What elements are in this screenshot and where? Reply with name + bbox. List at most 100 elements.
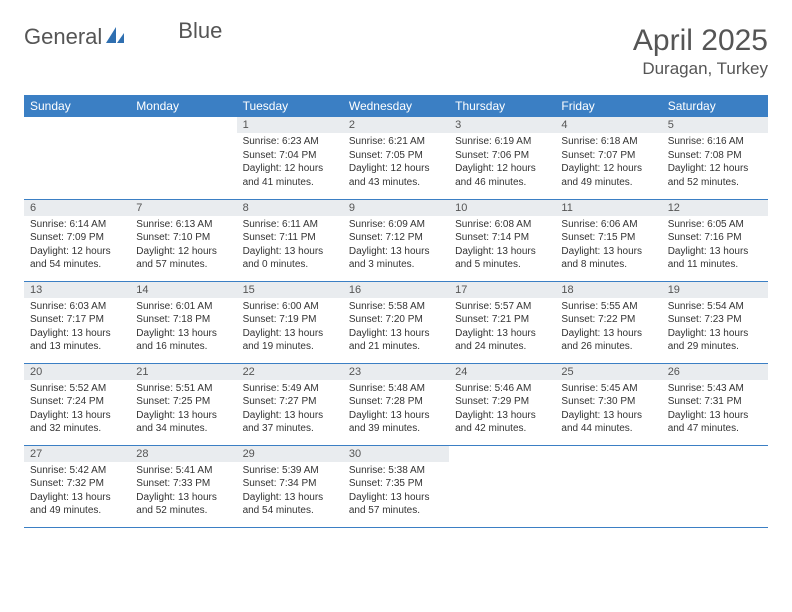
calendar-day-cell: 6Sunrise: 6:14 AMSunset: 7:09 PMDaylight… <box>24 199 130 281</box>
sunset-text: Sunset: 7:06 PM <box>455 149 549 163</box>
sunrise-text: Sunrise: 5:42 AM <box>30 464 124 478</box>
calendar-day-cell: 15Sunrise: 6:00 AMSunset: 7:19 PMDayligh… <box>237 281 343 363</box>
day-number: 23 <box>343 364 449 380</box>
weekday-header-row: Sunday Monday Tuesday Wednesday Thursday… <box>24 95 768 117</box>
calendar-week-row: 6Sunrise: 6:14 AMSunset: 7:09 PMDaylight… <box>24 199 768 281</box>
calendar-day-cell: 24Sunrise: 5:46 AMSunset: 7:29 PMDayligh… <box>449 363 555 445</box>
day-details: Sunrise: 5:45 AMSunset: 7:30 PMDaylight:… <box>555 380 661 440</box>
day-number: 8 <box>237 200 343 216</box>
sunset-text: Sunset: 7:22 PM <box>561 313 655 327</box>
day-details: Sunrise: 5:51 AMSunset: 7:25 PMDaylight:… <box>130 380 236 440</box>
day-number: 28 <box>130 446 236 462</box>
calendar-day-cell: 7Sunrise: 6:13 AMSunset: 7:10 PMDaylight… <box>130 199 236 281</box>
day-number: 27 <box>24 446 130 462</box>
sunrise-text: Sunrise: 6:21 AM <box>349 135 443 149</box>
calendar-day-cell: 10Sunrise: 6:08 AMSunset: 7:14 PMDayligh… <box>449 199 555 281</box>
sunrise-text: Sunrise: 5:43 AM <box>668 382 762 396</box>
logo-text-b: Blue <box>178 18 222 44</box>
day-details: Sunrise: 6:19 AMSunset: 7:06 PMDaylight:… <box>449 133 555 193</box>
day-number: 6 <box>24 200 130 216</box>
sunset-text: Sunset: 7:31 PM <box>668 395 762 409</box>
calendar-week-row: 20Sunrise: 5:52 AMSunset: 7:24 PMDayligh… <box>24 363 768 445</box>
daylight-text: Daylight: 13 hours and 47 minutes. <box>668 409 762 436</box>
day-details: Sunrise: 5:58 AMSunset: 7:20 PMDaylight:… <box>343 298 449 358</box>
sunrise-text: Sunrise: 5:57 AM <box>455 300 549 314</box>
sunrise-text: Sunrise: 6:14 AM <box>30 218 124 232</box>
calendar-day-cell: 27Sunrise: 5:42 AMSunset: 7:32 PMDayligh… <box>24 445 130 527</box>
daylight-text: Daylight: 13 hours and 37 minutes. <box>243 409 337 436</box>
calendar-day-cell: 23Sunrise: 5:48 AMSunset: 7:28 PMDayligh… <box>343 363 449 445</box>
sunrise-text: Sunrise: 5:54 AM <box>668 300 762 314</box>
day-details: Sunrise: 5:42 AMSunset: 7:32 PMDaylight:… <box>24 462 130 522</box>
calendar-day-cell: 1Sunrise: 6:23 AMSunset: 7:04 PMDaylight… <box>237 117 343 199</box>
sunset-text: Sunset: 7:09 PM <box>30 231 124 245</box>
daylight-text: Daylight: 13 hours and 57 minutes. <box>349 491 443 518</box>
calendar-day-cell: 28Sunrise: 5:41 AMSunset: 7:33 PMDayligh… <box>130 445 236 527</box>
daylight-text: Daylight: 13 hours and 34 minutes. <box>136 409 230 436</box>
day-number: 22 <box>237 364 343 380</box>
sunrise-text: Sunrise: 5:55 AM <box>561 300 655 314</box>
calendar-day-cell: 30Sunrise: 5:38 AMSunset: 7:35 PMDayligh… <box>343 445 449 527</box>
calendar-week-row: 27Sunrise: 5:42 AMSunset: 7:32 PMDayligh… <box>24 445 768 527</box>
day-details: Sunrise: 6:13 AMSunset: 7:10 PMDaylight:… <box>130 216 236 276</box>
calendar-day-cell: 17Sunrise: 5:57 AMSunset: 7:21 PMDayligh… <box>449 281 555 363</box>
day-details: Sunrise: 6:16 AMSunset: 7:08 PMDaylight:… <box>662 133 768 193</box>
daylight-text: Daylight: 12 hours and 41 minutes. <box>243 162 337 189</box>
daylight-text: Daylight: 13 hours and 11 minutes. <box>668 245 762 272</box>
day-number: 15 <box>237 282 343 298</box>
day-number: 29 <box>237 446 343 462</box>
calendar-day-cell <box>555 445 661 527</box>
calendar-day-cell: 26Sunrise: 5:43 AMSunset: 7:31 PMDayligh… <box>662 363 768 445</box>
daylight-text: Daylight: 13 hours and 49 minutes. <box>30 491 124 518</box>
calendar-day-cell: 14Sunrise: 6:01 AMSunset: 7:18 PMDayligh… <box>130 281 236 363</box>
weekday-header: Monday <box>130 95 236 117</box>
sunrise-text: Sunrise: 6:18 AM <box>561 135 655 149</box>
day-details: Sunrise: 5:48 AMSunset: 7:28 PMDaylight:… <box>343 380 449 440</box>
calendar-day-cell: 12Sunrise: 6:05 AMSunset: 7:16 PMDayligh… <box>662 199 768 281</box>
day-number: 25 <box>555 364 661 380</box>
sunset-text: Sunset: 7:08 PM <box>668 149 762 163</box>
logo: General Blue <box>24 24 222 50</box>
logo-sail-icon <box>104 25 126 50</box>
sunset-text: Sunset: 7:14 PM <box>455 231 549 245</box>
day-details: Sunrise: 6:11 AMSunset: 7:11 PMDaylight:… <box>237 216 343 276</box>
sunset-text: Sunset: 7:10 PM <box>136 231 230 245</box>
daylight-text: Daylight: 13 hours and 29 minutes. <box>668 327 762 354</box>
calendar-day-cell: 4Sunrise: 6:18 AMSunset: 7:07 PMDaylight… <box>555 117 661 199</box>
calendar-day-cell: 13Sunrise: 6:03 AMSunset: 7:17 PMDayligh… <box>24 281 130 363</box>
calendar-day-cell: 19Sunrise: 5:54 AMSunset: 7:23 PMDayligh… <box>662 281 768 363</box>
calendar-day-cell: 20Sunrise: 5:52 AMSunset: 7:24 PMDayligh… <box>24 363 130 445</box>
weekday-header: Wednesday <box>343 95 449 117</box>
calendar-table: Sunday Monday Tuesday Wednesday Thursday… <box>24 95 768 528</box>
sunset-text: Sunset: 7:24 PM <box>30 395 124 409</box>
day-number: 16 <box>343 282 449 298</box>
day-details: Sunrise: 6:08 AMSunset: 7:14 PMDaylight:… <box>449 216 555 276</box>
sunrise-text: Sunrise: 5:51 AM <box>136 382 230 396</box>
calendar-day-cell <box>130 117 236 199</box>
calendar-day-cell: 5Sunrise: 6:16 AMSunset: 7:08 PMDaylight… <box>662 117 768 199</box>
day-details: Sunrise: 5:55 AMSunset: 7:22 PMDaylight:… <box>555 298 661 358</box>
calendar-day-cell: 3Sunrise: 6:19 AMSunset: 7:06 PMDaylight… <box>449 117 555 199</box>
sunset-text: Sunset: 7:21 PM <box>455 313 549 327</box>
daylight-text: Daylight: 12 hours and 49 minutes. <box>561 162 655 189</box>
day-details: Sunrise: 6:18 AMSunset: 7:07 PMDaylight:… <box>555 133 661 193</box>
sunset-text: Sunset: 7:15 PM <box>561 231 655 245</box>
calendar-week-row: 1Sunrise: 6:23 AMSunset: 7:04 PMDaylight… <box>24 117 768 199</box>
sunrise-text: Sunrise: 5:38 AM <box>349 464 443 478</box>
weekday-header: Friday <box>555 95 661 117</box>
sunrise-text: Sunrise: 5:48 AM <box>349 382 443 396</box>
sunset-text: Sunset: 7:17 PM <box>30 313 124 327</box>
day-details: Sunrise: 6:14 AMSunset: 7:09 PMDaylight:… <box>24 216 130 276</box>
sunset-text: Sunset: 7:35 PM <box>349 477 443 491</box>
day-details: Sunrise: 5:43 AMSunset: 7:31 PMDaylight:… <box>662 380 768 440</box>
sunrise-text: Sunrise: 6:19 AM <box>455 135 549 149</box>
weekday-header: Sunday <box>24 95 130 117</box>
sunrise-text: Sunrise: 5:49 AM <box>243 382 337 396</box>
day-number: 2 <box>343 117 449 133</box>
day-number: 4 <box>555 117 661 133</box>
calendar-day-cell <box>662 445 768 527</box>
day-number: 1 <box>237 117 343 133</box>
sunrise-text: Sunrise: 6:11 AM <box>243 218 337 232</box>
sunrise-text: Sunrise: 5:41 AM <box>136 464 230 478</box>
sunset-text: Sunset: 7:11 PM <box>243 231 337 245</box>
